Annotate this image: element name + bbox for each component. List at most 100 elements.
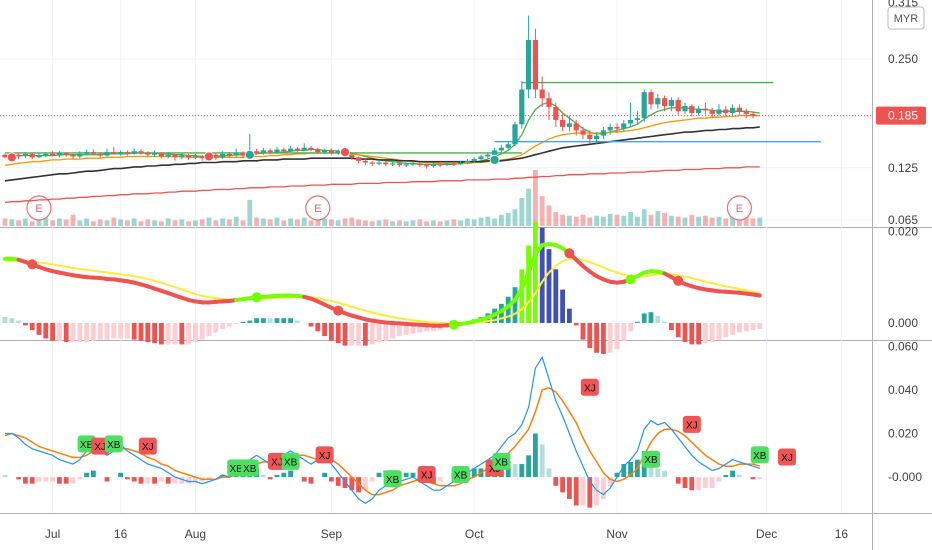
candle-body[interactable] — [63, 152, 69, 155]
candle-body[interactable] — [165, 154, 171, 157]
signal-badge[interactable] — [492, 452, 511, 470]
candle-body[interactable] — [288, 148, 294, 152]
candle-body[interactable] — [709, 110, 715, 114]
candle-body[interactable] — [662, 98, 668, 107]
candle-body[interactable] — [36, 155, 42, 158]
signal-badge[interactable] — [281, 452, 300, 470]
candle-body[interactable] — [22, 153, 28, 156]
oscillator-panel[interactable]: XBXJXBXJXBXBXJXBXJXBXJXBXJXBXJXBXJXBXJ — [2, 355, 796, 508]
candle-body[interactable] — [2, 154, 8, 158]
earnings-marker[interactable] — [726, 195, 753, 221]
macd-panel[interactable] — [2, 221, 763, 354]
candle-body[interactable] — [322, 150, 328, 153]
candle-body[interactable] — [532, 39, 538, 90]
candle-body[interactable] — [192, 156, 198, 158]
candle-body[interactable] — [730, 107, 736, 113]
candle-body[interactable] — [689, 106, 695, 113]
signal-badge[interactable] — [77, 435, 96, 453]
macd-cross-dot[interactable] — [564, 248, 575, 259]
candle-body[interactable] — [675, 99, 681, 112]
candle-body[interactable] — [553, 106, 559, 120]
macd-cross-dot[interactable] — [251, 292, 262, 303]
candle-body[interactable] — [587, 134, 593, 140]
candle-body[interactable] — [560, 119, 566, 127]
signal-dot[interactable] — [489, 155, 500, 165]
candle-body[interactable] — [736, 107, 742, 112]
candle-body[interactable] — [485, 154, 491, 157]
signal-dot[interactable] — [340, 147, 350, 158]
candle-body[interactable] — [410, 163, 416, 165]
candle-body[interactable] — [315, 149, 321, 153]
candle-body[interactable] — [179, 155, 185, 158]
candle-body[interactable] — [512, 124, 518, 145]
candle-body[interactable] — [145, 152, 151, 155]
candle-body[interactable] — [50, 153, 56, 156]
signal-badge[interactable] — [417, 465, 436, 483]
candle-body[interactable] — [390, 163, 396, 165]
candle-body[interactable] — [430, 164, 436, 167]
candle-body[interactable] — [43, 153, 49, 156]
candle-body[interactable] — [383, 162, 389, 165]
candle-body[interactable] — [458, 162, 464, 165]
candle-body[interactable] — [294, 148, 300, 151]
signal-badge[interactable] — [778, 448, 796, 466]
candle-body[interactable] — [594, 135, 600, 140]
candle-body[interactable] — [403, 164, 409, 166]
candle-body[interactable] — [199, 156, 205, 159]
candle-body[interactable] — [655, 98, 661, 105]
candle-body[interactable] — [614, 126, 620, 129]
candle-body[interactable] — [696, 108, 702, 113]
candle-body[interactable] — [451, 163, 457, 165]
macd-cross-dot[interactable] — [448, 319, 459, 330]
candle-body[interactable] — [186, 155, 192, 158]
candle-body[interactable] — [573, 123, 579, 131]
candle-body[interactable] — [668, 99, 674, 107]
candle-body[interactable] — [118, 152, 124, 154]
candle-body[interactable] — [376, 162, 382, 164]
candle-body[interactable] — [471, 159, 477, 161]
signal-badge[interactable] — [315, 446, 334, 464]
candle-body[interactable] — [131, 151, 137, 154]
candle-body[interactable] — [369, 162, 375, 164]
candle-body[interactable] — [77, 153, 83, 157]
candle-body[interactable] — [566, 123, 572, 127]
candle-body[interactable] — [90, 152, 96, 154]
candle-body[interactable] — [750, 113, 756, 116]
signal-dot[interactable] — [244, 149, 255, 160]
candle-body[interactable] — [158, 152, 164, 157]
earnings-marker[interactable] — [305, 195, 331, 221]
candle-body[interactable] — [464, 160, 470, 163]
signal-dot[interactable] — [204, 151, 214, 162]
macd-cross-dot[interactable] — [673, 275, 684, 286]
candle-body[interactable] — [396, 163, 402, 166]
candle-body[interactable] — [478, 156, 484, 160]
candle-body[interactable] — [628, 119, 634, 124]
candle-body[interactable] — [580, 130, 586, 135]
candle-body[interactable] — [417, 163, 423, 166]
candle-body[interactable] — [492, 150, 498, 155]
signal-badge[interactable] — [91, 437, 110, 455]
candle-body[interactable] — [526, 39, 532, 90]
candle-body[interactable] — [682, 106, 688, 112]
candle-body[interactable] — [152, 152, 158, 155]
candle-body[interactable] — [498, 147, 504, 151]
macd-cross-dot[interactable] — [333, 305, 344, 316]
candle-body[interactable] — [138, 151, 144, 153]
candle-body[interactable] — [539, 89, 545, 99]
candle-body[interactable] — [519, 89, 525, 125]
candle-body[interactable] — [444, 163, 450, 166]
signal-badge[interactable] — [451, 465, 470, 483]
candle-body[interactable] — [226, 153, 232, 156]
candle-body[interactable] — [607, 126, 613, 131]
candle-body[interactable] — [70, 154, 76, 157]
candle-body[interactable] — [29, 153, 35, 158]
candle-body[interactable] — [648, 92, 654, 105]
candle-body[interactable] — [349, 154, 355, 158]
candle-body[interactable] — [505, 144, 511, 148]
candle-body[interactable] — [233, 152, 239, 156]
candle-body[interactable] — [172, 154, 178, 158]
candle-body[interactable] — [634, 118, 640, 120]
signal-badge[interactable] — [227, 459, 246, 477]
